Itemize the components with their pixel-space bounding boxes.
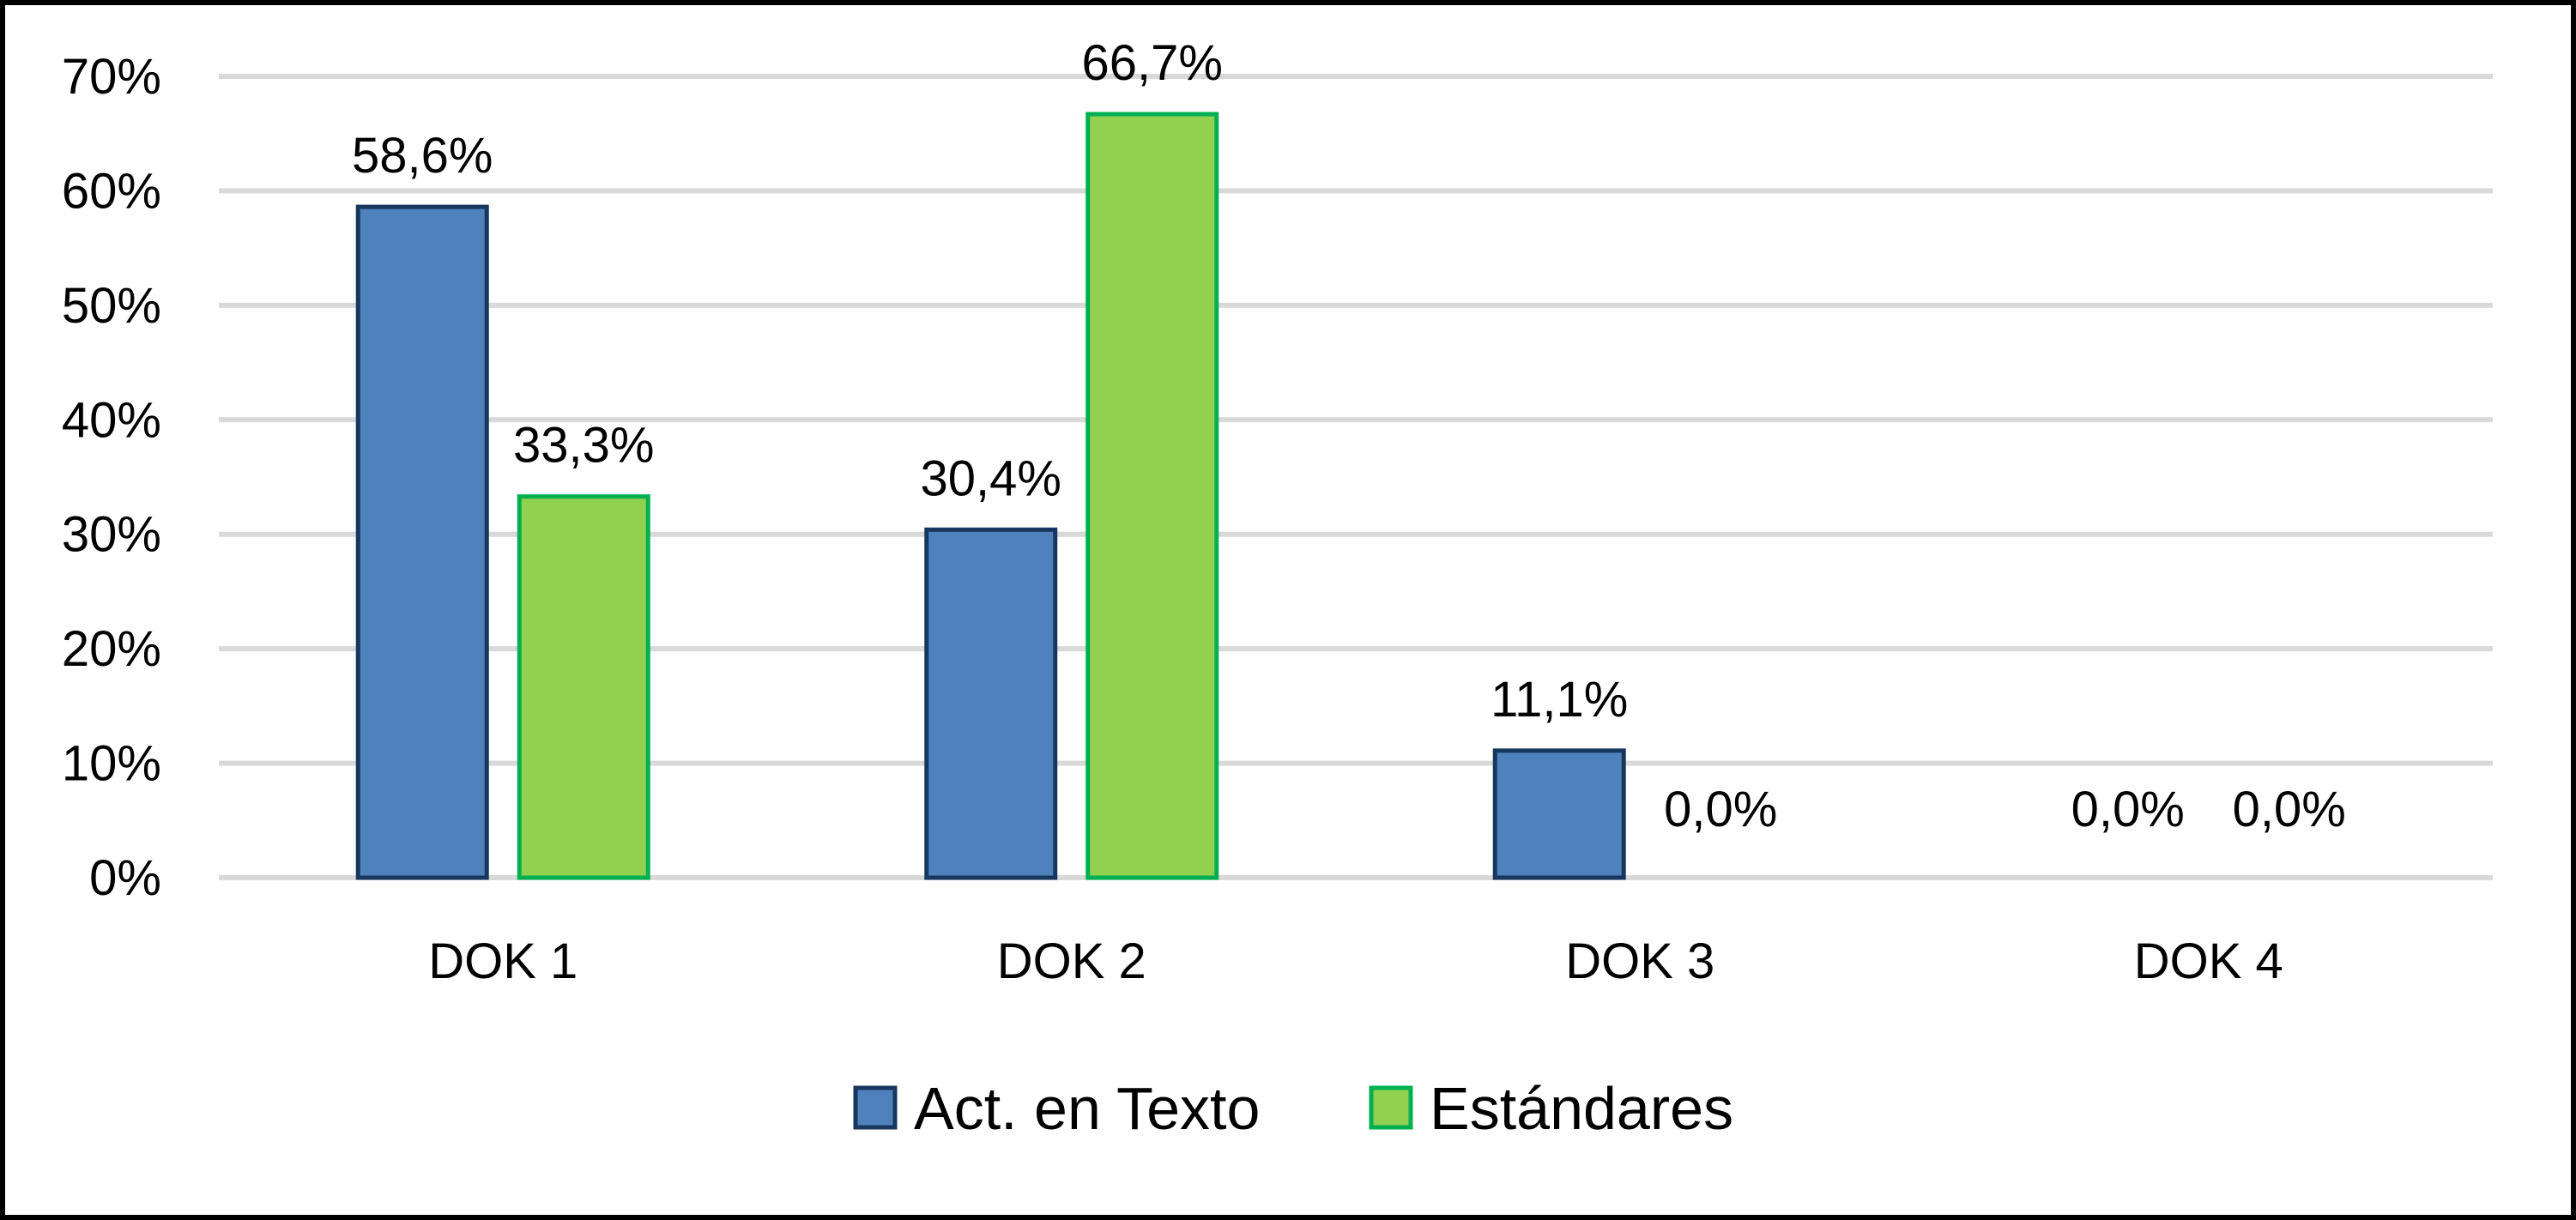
data-label: 66,7% (1082, 35, 1223, 91)
x-tick-label: DOK 4 (2134, 933, 2283, 989)
data-label: 33,3% (513, 418, 654, 474)
data-label: 30,4% (921, 450, 1061, 506)
y-tick-label: 10% (62, 736, 161, 792)
data-label: 0,0% (1664, 782, 1777, 837)
y-tick-label: 40% (62, 392, 161, 448)
bar (1085, 112, 1219, 880)
y-tick-label: 50% (62, 278, 161, 334)
bar (517, 494, 650, 880)
y-tick-label: 70% (62, 49, 161, 105)
data-label: 58,6% (352, 128, 493, 184)
legend-label: Estándares (1430, 1075, 1733, 1142)
data-label: 0,0% (2233, 782, 2346, 837)
legend-swatch (1369, 1085, 1413, 1130)
data-label: 11,1% (1491, 672, 1628, 728)
x-tick-label: DOK 2 (997, 933, 1146, 989)
y-tick-label: 0% (89, 850, 161, 906)
bar (1492, 748, 1626, 880)
bar (924, 527, 1058, 880)
y-tick-label: 60% (62, 163, 161, 219)
x-tick-label: DOK 1 (428, 933, 577, 989)
bar (355, 204, 489, 880)
x-tick-label: DOK 3 (1565, 933, 1714, 989)
y-tick-label: 20% (62, 621, 161, 677)
data-label: 0,0% (2071, 782, 2185, 837)
legend-label: Act. en Texto (914, 1075, 1260, 1142)
y-tick-label: 30% (62, 507, 161, 563)
legend-swatch (853, 1085, 898, 1130)
